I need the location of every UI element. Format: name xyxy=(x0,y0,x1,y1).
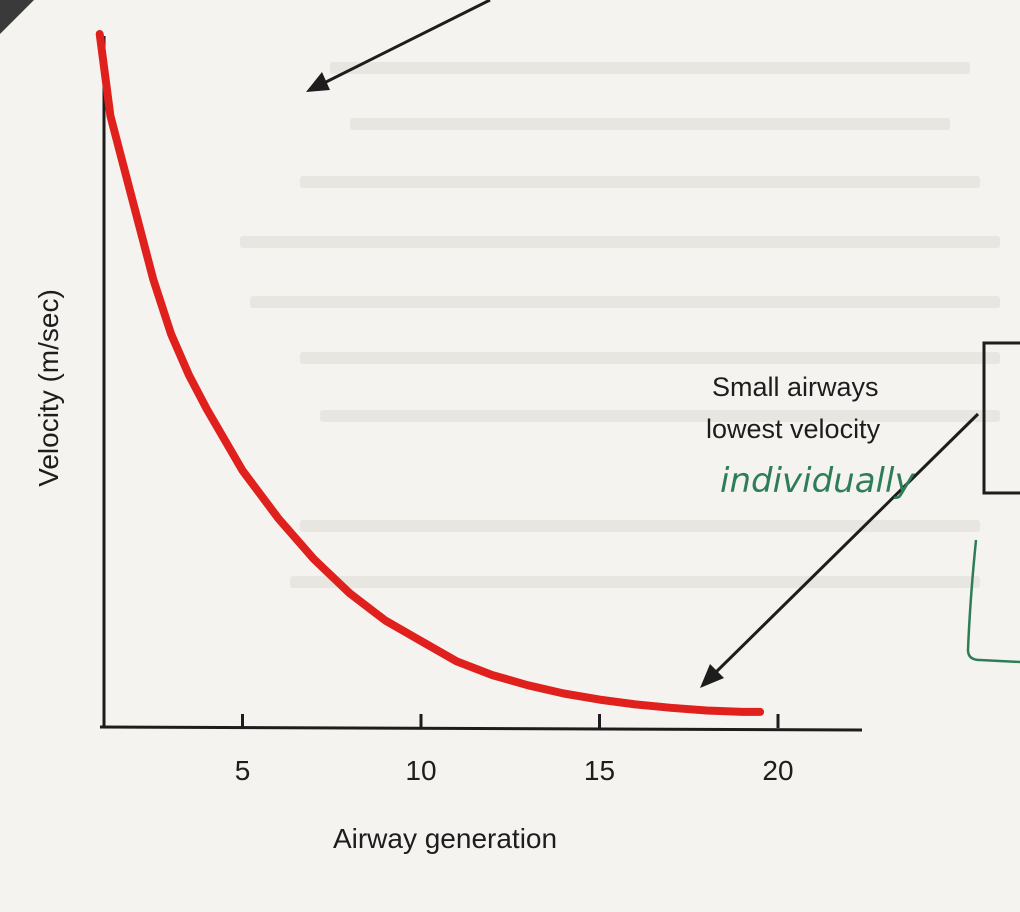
bleed-through-text xyxy=(250,296,1000,308)
x-tick-labels: 5 10 15 20 xyxy=(235,755,794,786)
bleed-through-text xyxy=(240,236,1000,248)
bleed-through-text xyxy=(320,410,1000,422)
page-corner-fold xyxy=(0,0,34,34)
top-arrow xyxy=(317,0,491,88)
x-tick-label-20: 20 xyxy=(762,755,793,786)
bleed-through-text xyxy=(350,118,950,130)
annotation-small-airways: Small airways xyxy=(712,372,879,402)
small-airways-arrow-head xyxy=(700,664,724,688)
annotation-lowest-velocity: lowest velocity xyxy=(706,414,881,444)
bleed-through-text xyxy=(300,176,980,188)
top-arrow-head xyxy=(306,72,330,92)
x-tick-label-15: 15 xyxy=(584,755,615,786)
velocity-curve xyxy=(95,30,765,716)
x-axis xyxy=(99,725,863,732)
small-airways-arrow xyxy=(710,412,980,678)
bleed-through-text xyxy=(290,576,980,588)
bleed-through-text xyxy=(300,352,1000,364)
x-tick-label-5: 5 xyxy=(235,755,251,786)
bleed-through-text xyxy=(330,62,970,74)
x-tick-label-10: 10 xyxy=(405,755,436,786)
bracket xyxy=(982,341,1020,495)
handwritten-note: individually xyxy=(720,461,915,501)
x-ticks xyxy=(241,714,780,728)
y-axis-label: Velocity (m/sec) xyxy=(33,289,64,487)
handwritten-bracket xyxy=(966,539,1020,664)
x-axis-label: Airway generation xyxy=(333,823,557,854)
bleed-through-text xyxy=(300,520,980,532)
